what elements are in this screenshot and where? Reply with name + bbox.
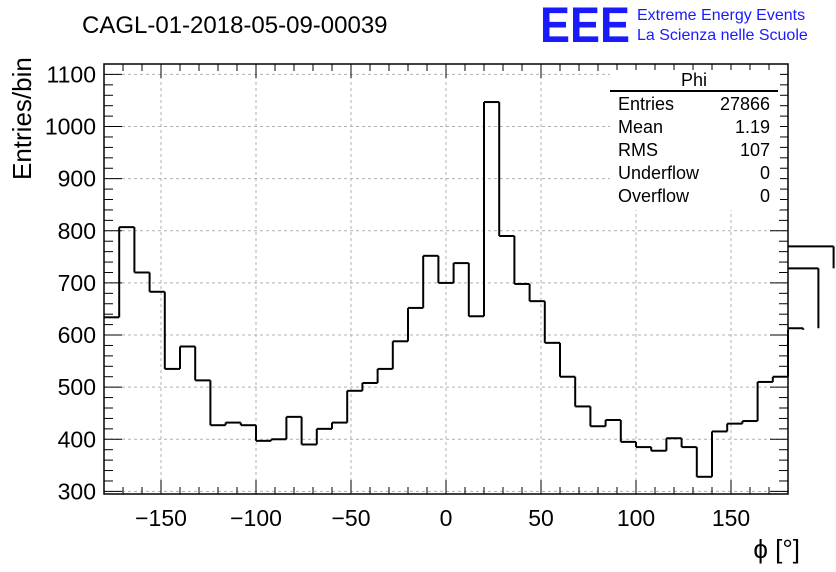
y-tick-label: 500: [58, 374, 96, 400]
stats-box-title: Phi: [681, 70, 707, 90]
y-tick-label: 900: [58, 166, 96, 192]
y-tick-labels: 300 400 500 600 700 800 900 1000 1100: [45, 61, 96, 504]
stats-row-label: Entries: [618, 94, 674, 114]
y-tick-label: 300: [58, 478, 96, 504]
logo-line-2: La Scienza nelle Scuole: [637, 27, 808, 44]
y-tick-label: 400: [58, 426, 96, 452]
x-tick-label: −50: [331, 505, 370, 531]
y-tick-label: 800: [58, 218, 96, 244]
y-axis-label: Entries/bin: [7, 57, 37, 180]
histogram-bars: [104, 101, 835, 478]
chart-title: CAGL-01-2018-05-09-00039: [82, 12, 388, 39]
stats-row-label: Overflow: [618, 186, 690, 206]
y-tick-label: 1000: [45, 114, 96, 140]
stats-row-label: RMS: [618, 140, 658, 160]
stats-row-label: Mean: [618, 117, 663, 137]
y-tick-label: 600: [58, 322, 96, 348]
x-tick-label: −150: [135, 505, 187, 531]
x-tick-label: 150: [712, 505, 750, 531]
x-tick-labels: −150 −100 −50 0 50 100 150: [135, 505, 750, 531]
stats-row-value: 107: [740, 140, 770, 160]
x-tick-label: 0: [440, 505, 453, 531]
y-tick-label: 700: [58, 270, 96, 296]
logo-line-1: Extreme Energy Events: [637, 7, 805, 24]
y-tick-label: 1100: [47, 61, 96, 87]
stats-box-rows: Entries 27866 Mean 1.19 RMS 107 Underflow 0 Over…: [618, 94, 770, 206]
axis-ticks: [103, 63, 789, 494]
x-axis-label: ϕ [°]: [753, 534, 800, 564]
stats-row-label: Underflow: [618, 163, 700, 183]
stats-row-value: 1.19: [735, 117, 770, 137]
stats-row-value: 0: [760, 186, 770, 206]
stats-box: Phi Entries 27866 Mean 1.19 RMS 107 Underflow 0…: [610, 70, 780, 210]
x-tick-label: 100: [617, 505, 655, 531]
x-tick-label: 50: [528, 505, 554, 531]
stats-row-value: 27866: [720, 94, 770, 114]
stats-box-background: [610, 70, 780, 210]
eee-logo: EEE: [540, 0, 630, 53]
x-tick-label: −100: [230, 505, 282, 531]
stats-row-value: 0: [760, 163, 770, 183]
